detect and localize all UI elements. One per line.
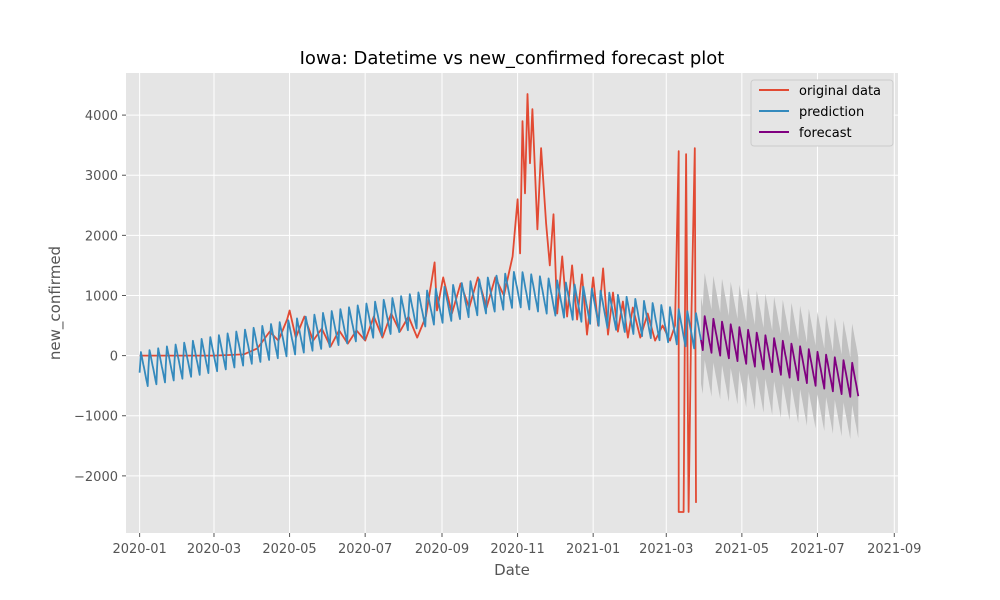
series-line-prediction	[138, 270, 702, 388]
series-line-forecast	[700, 315, 860, 398]
series-lines	[138, 93, 860, 513]
legend-label-prediction: prediction	[799, 105, 864, 120]
confidence-band	[701, 272, 859, 439]
y-axis-label: new_confirmed	[46, 246, 65, 360]
x-tick-label: 2021-01	[566, 542, 620, 557]
x-axis-ticks: 2020-01 2020-03 2020-05 2020-07 2020-09 2020-…	[112, 533, 921, 557]
x-tick-label: 2021-09	[867, 542, 921, 557]
y-tick-label: 1000	[85, 289, 118, 304]
y-tick-label: −1000	[74, 410, 118, 425]
x-tick-label: 2021-07	[790, 542, 844, 557]
x-tick-label: 2021-03	[639, 542, 693, 557]
confidence-interval	[701, 272, 859, 439]
x-tick-label: 2021-05	[715, 542, 769, 557]
x-tick-label: 2020-11	[490, 542, 544, 557]
x-axis-label: Date	[494, 561, 530, 579]
x-tick-label: 2020-03	[187, 542, 241, 557]
y-axis-ticks: −2000 −1000 0 1000 2000 3000 4000	[74, 109, 126, 485]
legend-label-original: original data	[799, 84, 881, 99]
x-tick-label: 2020-09	[415, 542, 469, 557]
y-tick-label: 0	[110, 350, 118, 365]
x-tick-label: 2020-05	[262, 542, 316, 557]
legend-box	[750, 79, 894, 147]
chart-title: Iowa: Datetime vs new_confirmed forecast…	[300, 48, 725, 69]
y-tick-label: 2000	[85, 229, 118, 244]
legend: original data prediction forecast	[750, 79, 894, 147]
x-tick-label: 2020-07	[338, 542, 392, 557]
legend-label-forecast: forecast	[799, 126, 852, 141]
y-tick-label: 4000	[85, 109, 118, 124]
x-tick-label: 2020-01	[112, 542, 166, 557]
y-tick-label: −2000	[74, 470, 118, 485]
y-tick-label: 3000	[85, 169, 118, 184]
